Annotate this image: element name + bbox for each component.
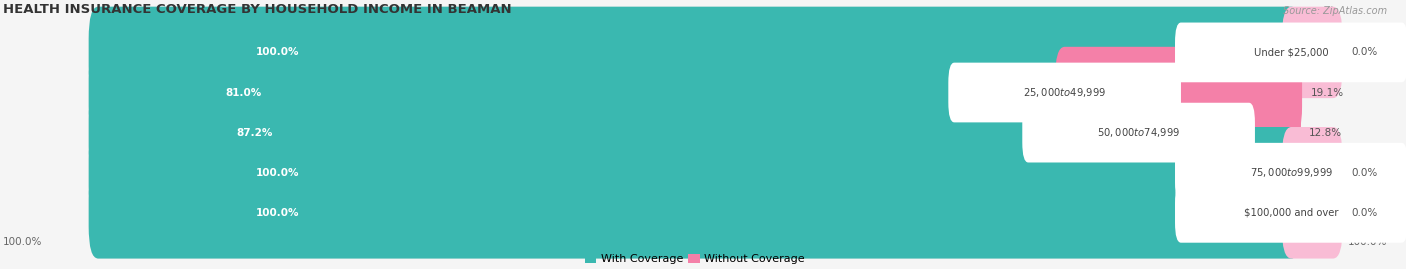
Text: 100.0%: 100.0% bbox=[1347, 237, 1386, 247]
FancyBboxPatch shape bbox=[1282, 7, 1343, 98]
Text: 0.0%: 0.0% bbox=[1351, 208, 1378, 218]
Text: 19.1%: 19.1% bbox=[1310, 87, 1344, 98]
Text: 0.0%: 0.0% bbox=[1351, 168, 1378, 178]
Text: 100.0%: 100.0% bbox=[3, 237, 42, 247]
Text: $75,000 to $99,999: $75,000 to $99,999 bbox=[1250, 166, 1333, 179]
FancyBboxPatch shape bbox=[1282, 127, 1343, 218]
FancyBboxPatch shape bbox=[89, 47, 1074, 138]
FancyBboxPatch shape bbox=[1022, 103, 1256, 162]
FancyBboxPatch shape bbox=[1175, 23, 1406, 82]
FancyBboxPatch shape bbox=[1054, 47, 1302, 138]
Legend: With Coverage, Without Coverage: With Coverage, Without Coverage bbox=[581, 249, 808, 269]
Text: 100.0%: 100.0% bbox=[256, 208, 299, 218]
FancyBboxPatch shape bbox=[89, 7, 1301, 98]
FancyBboxPatch shape bbox=[89, 127, 1301, 218]
FancyBboxPatch shape bbox=[89, 47, 1301, 138]
FancyBboxPatch shape bbox=[1175, 183, 1406, 243]
Text: 0.0%: 0.0% bbox=[1351, 47, 1378, 57]
FancyBboxPatch shape bbox=[89, 127, 1301, 218]
Text: Source: ZipAtlas.com: Source: ZipAtlas.com bbox=[1282, 5, 1386, 16]
FancyBboxPatch shape bbox=[89, 87, 1301, 178]
FancyBboxPatch shape bbox=[89, 7, 1301, 98]
FancyBboxPatch shape bbox=[1282, 167, 1343, 259]
FancyBboxPatch shape bbox=[1129, 87, 1301, 178]
Text: 81.0%: 81.0% bbox=[225, 87, 262, 98]
Text: 100.0%: 100.0% bbox=[256, 168, 299, 178]
Text: 100.0%: 100.0% bbox=[256, 47, 299, 57]
Text: 12.8%: 12.8% bbox=[1309, 128, 1343, 138]
FancyBboxPatch shape bbox=[1175, 143, 1406, 203]
FancyBboxPatch shape bbox=[948, 63, 1181, 122]
Text: HEALTH INSURANCE COVERAGE BY HOUSEHOLD INCOME IN BEAMAN: HEALTH INSURANCE COVERAGE BY HOUSEHOLD I… bbox=[3, 2, 512, 16]
FancyBboxPatch shape bbox=[89, 167, 1301, 259]
FancyBboxPatch shape bbox=[89, 167, 1301, 259]
Text: $25,000 to $49,999: $25,000 to $49,999 bbox=[1024, 86, 1107, 99]
Text: $50,000 to $74,999: $50,000 to $74,999 bbox=[1097, 126, 1180, 139]
Text: Under $25,000: Under $25,000 bbox=[1254, 47, 1329, 57]
FancyBboxPatch shape bbox=[89, 87, 1149, 178]
Text: $100,000 and over: $100,000 and over bbox=[1244, 208, 1339, 218]
Text: 87.2%: 87.2% bbox=[236, 128, 273, 138]
